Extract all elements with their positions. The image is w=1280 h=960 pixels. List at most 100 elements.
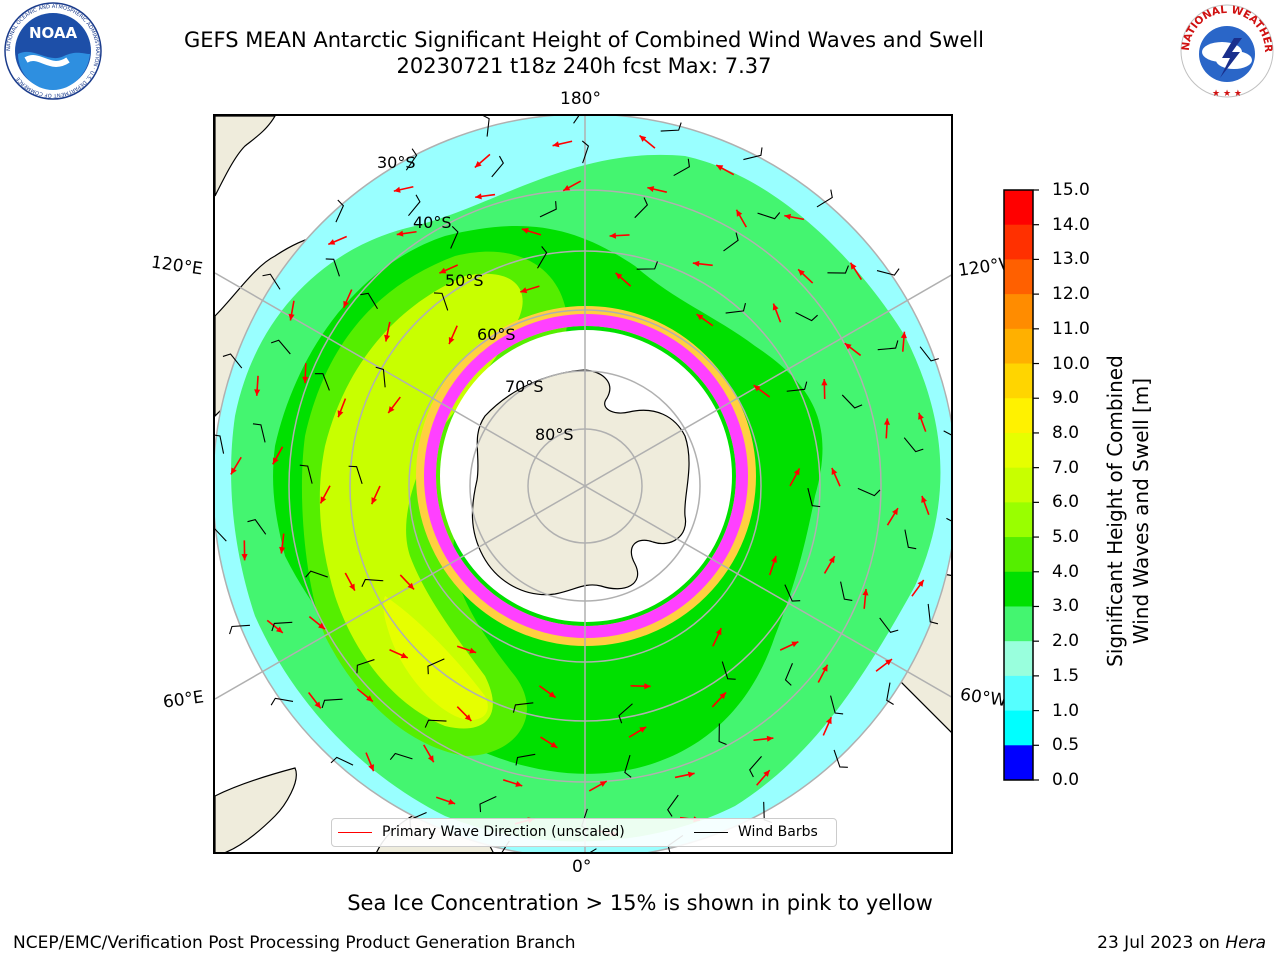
lat-label-50s: 50°S <box>445 271 484 290</box>
legend-wave-item: Primary Wave Direction (unscaled) <box>338 824 625 840</box>
wave-arrow-head <box>771 555 777 563</box>
wind-barb <box>305 570 328 578</box>
wave-arrow-head <box>715 628 722 636</box>
colorbar-cell <box>1004 641 1033 677</box>
wind-barb <box>723 232 739 252</box>
wind-barb <box>667 794 679 817</box>
wave-arrow-head <box>388 406 395 414</box>
chart-subtitle: 20230721 t18z 240h fcst Max: 7.37 <box>396 54 772 78</box>
wave-arrow-head <box>475 193 482 200</box>
wind-barb <box>252 423 266 443</box>
wave-arrow-head <box>371 497 378 505</box>
colorbar-cell <box>1004 745 1033 781</box>
colorbar-tick-label: 1.0 <box>1052 700 1080 721</box>
wave-arrow-head <box>828 556 835 564</box>
lat-label-40s: 40°S <box>413 213 452 232</box>
wind-barb <box>807 488 821 508</box>
wave-arrow-head <box>793 468 800 476</box>
lon-label-60w: 60°W <box>958 684 1009 712</box>
wave-arrow-head <box>692 260 700 267</box>
nws-logo: NATIONAL WEATHER SERVICE ★ ★ ★ <box>1176 2 1274 99</box>
wave-arrow-head <box>337 410 344 418</box>
colorbar-tick-label: 10.0 <box>1052 353 1090 374</box>
wave-arrow-head <box>609 232 617 239</box>
wave-arrow-head <box>366 695 373 702</box>
wave-direction-arrows <box>230 134 930 837</box>
lon-label-0: 0° <box>572 857 592 877</box>
colorbar-tick-label: 11.0 <box>1052 318 1090 339</box>
wave-arrow-head <box>615 272 623 280</box>
wave-arrow-head <box>548 691 556 698</box>
wind-barb <box>886 682 894 705</box>
wave-arrow-head <box>464 714 472 721</box>
map-frame[interactable]: 30°S 40°S 50°S 60°S 70°S 80°S <box>213 114 953 854</box>
wave-arrow-head <box>826 717 832 725</box>
wind-barb <box>634 197 649 219</box>
wind-barb <box>215 528 227 542</box>
wind-barb <box>749 755 762 778</box>
wind-barb <box>215 434 225 454</box>
wind-barb <box>271 621 293 632</box>
wind-barb <box>361 578 384 587</box>
wind-barb <box>857 487 881 497</box>
footer-branch: NCEP/EMC/Verification Post Processing Pr… <box>13 933 576 953</box>
wind-barb <box>229 624 250 635</box>
wave-arrow-head <box>647 186 655 193</box>
wave-arrow-head <box>784 213 792 220</box>
wave-arrow-head <box>644 683 651 690</box>
wind-barb <box>512 702 534 713</box>
colorbar-tick-label: 4.0 <box>1052 561 1080 582</box>
colorbar-tick-label: 14.0 <box>1052 214 1090 235</box>
wave-arrow-head <box>254 389 261 396</box>
wave-arrow-head <box>883 418 891 425</box>
wave-arrow-head <box>892 508 898 516</box>
wind-barb <box>816 189 833 208</box>
wind-barb <box>660 122 682 132</box>
colorbar-cell <box>1004 224 1033 260</box>
wind-barb <box>262 273 281 290</box>
wave-arrow-head <box>687 771 695 778</box>
noaa-logo-text: NOAA <box>29 24 78 42</box>
colorbar-tick-label: 12.0 <box>1052 284 1090 305</box>
wind-barb <box>299 464 313 484</box>
wave-arrow-head <box>791 641 799 648</box>
legend-barb-item: Wind Barbs <box>694 824 818 840</box>
wind-barb <box>375 366 386 388</box>
wind-barb <box>539 201 557 218</box>
wave-arrow-head <box>850 262 857 270</box>
colorbar-cell <box>1004 294 1033 330</box>
wave-arrow-head <box>917 579 924 587</box>
wind-barb <box>743 147 763 161</box>
wind-barb <box>356 659 375 674</box>
wave-arrow-head <box>230 467 237 475</box>
graticule <box>215 116 951 852</box>
wave-arrow-head <box>520 287 528 294</box>
wind-barb <box>786 381 808 392</box>
legend-barb-label: Wind Barbs <box>738 824 818 840</box>
colorbar-cell <box>1004 190 1033 226</box>
wind-barb <box>830 695 844 715</box>
wave-arrow-head <box>343 300 349 308</box>
sea-ice-note: Sea Ice Concentration > 15% is shown in … <box>347 891 933 915</box>
wave-arrow-head <box>918 412 924 420</box>
wave-arrow-head <box>639 135 647 142</box>
wave-arrow-head <box>407 582 415 590</box>
wave-arrow-head <box>314 701 321 709</box>
wave-arrow-head <box>272 457 279 465</box>
wind-barb <box>321 698 343 709</box>
wave-arrow-head <box>396 230 404 237</box>
wind-barb <box>450 225 459 249</box>
wind-barb <box>833 749 848 768</box>
wave-arrow-head <box>798 269 805 276</box>
colorbar-tick-label: 6.0 <box>1052 492 1080 513</box>
colorbar-label-line1: Significant Height of Combined <box>1103 355 1127 667</box>
wind-barb <box>360 292 378 310</box>
lat-label-30s: 30°S <box>377 153 416 172</box>
wind-barb <box>335 199 345 223</box>
lon-label-60e: 60°E <box>161 687 206 713</box>
wave-arrow-head <box>639 726 647 733</box>
colorbar-cell <box>1004 467 1033 503</box>
wind-barb <box>573 116 580 124</box>
wave-arrow-head <box>550 741 558 748</box>
lat-label-70s: 70°S <box>505 377 544 396</box>
